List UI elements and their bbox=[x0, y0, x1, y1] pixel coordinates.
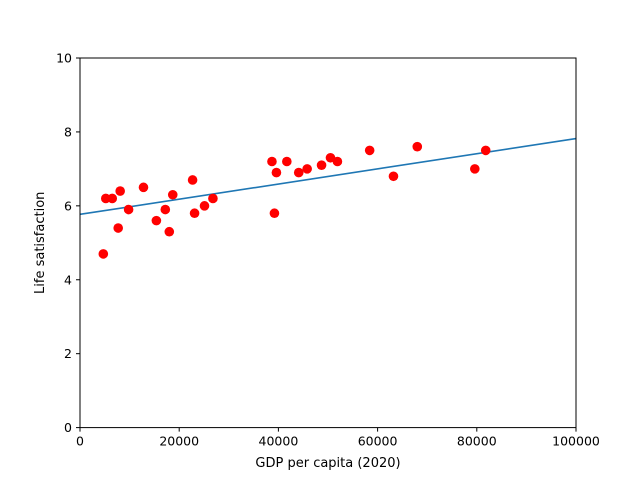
data-point bbox=[470, 164, 480, 174]
x-tick-label: 20000 bbox=[159, 434, 199, 449]
data-point bbox=[282, 156, 292, 167]
data-point bbox=[160, 204, 171, 215]
data-point bbox=[267, 156, 277, 167]
data-point bbox=[269, 208, 280, 219]
data-point bbox=[208, 193, 218, 204]
x-tick-label: 40000 bbox=[259, 434, 299, 449]
data-point bbox=[412, 141, 423, 152]
data-point bbox=[123, 204, 134, 215]
y-axis-ticks: 0 2 4 6 8 10 bbox=[56, 51, 80, 435]
data-point bbox=[113, 223, 123, 233]
data-point bbox=[164, 226, 175, 237]
y-axis-label: Life satisfaction bbox=[33, 192, 48, 294]
data-point bbox=[98, 249, 109, 259]
data-point bbox=[302, 164, 312, 174]
data-point bbox=[107, 193, 118, 204]
data-point bbox=[167, 189, 178, 200]
data-point bbox=[187, 175, 198, 185]
x-tick-label: 100000 bbox=[552, 434, 600, 449]
y-tick-label: 10 bbox=[56, 51, 72, 66]
data-point bbox=[293, 167, 304, 178]
data-point bbox=[151, 215, 162, 226]
data-point bbox=[115, 186, 125, 196]
axes-frame bbox=[79, 57, 577, 429]
y-tick-label: 2 bbox=[64, 346, 72, 361]
fit-line bbox=[79, 137, 577, 216]
data-point bbox=[332, 156, 343, 167]
data-point bbox=[316, 160, 327, 170]
data-point bbox=[480, 145, 491, 156]
y-tick-label: 4 bbox=[64, 272, 72, 287]
data-point bbox=[189, 208, 200, 219]
x-axis-label: GDP per capita (2020) bbox=[255, 456, 400, 471]
x-tick-label: 80000 bbox=[457, 434, 497, 449]
data-point bbox=[388, 171, 399, 182]
data-point bbox=[364, 145, 375, 156]
y-tick-label: 6 bbox=[64, 198, 72, 213]
y-tick-label: 8 bbox=[64, 124, 72, 139]
x-tick-label: 60000 bbox=[358, 434, 398, 449]
plot-area bbox=[79, 137, 577, 259]
y-tick-label: 0 bbox=[64, 420, 72, 435]
data-point bbox=[271, 167, 282, 178]
x-axis-ticks: 0 20000 40000 60000 80000 100000 bbox=[76, 427, 600, 449]
data-point bbox=[199, 201, 210, 211]
data-point bbox=[138, 182, 149, 193]
x-tick-label: 0 bbox=[76, 434, 84, 449]
